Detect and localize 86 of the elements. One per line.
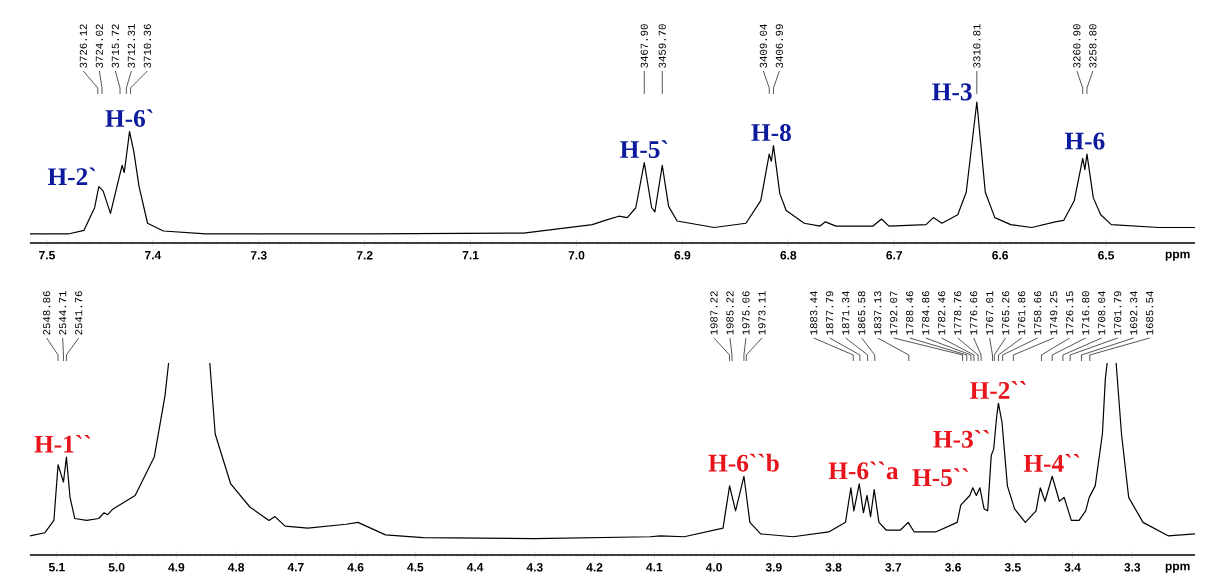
annotation: 1761.86	[1018, 291, 1026, 335]
annotation: 1987.22	[710, 291, 718, 335]
annotation: 2541.76	[75, 291, 83, 335]
annotation: 1776.66	[970, 291, 978, 335]
x-tick-label: 4.0	[705, 562, 722, 572]
annotation: 1765.26	[1002, 291, 1010, 335]
x-tick-label: 4.7	[287, 562, 304, 572]
annotation: 1708.04	[1098, 291, 1106, 335]
x-tick-label: 6.7	[886, 250, 903, 260]
annotation: 1792.07	[890, 291, 898, 335]
x-tick-label: 7.4	[145, 250, 162, 260]
annotation: 3726.12	[79, 24, 87, 68]
x-tick-label: 3.6	[944, 562, 961, 572]
x-tick-label: 4.5	[407, 562, 424, 572]
x-tick-label: 4.9	[168, 562, 185, 572]
x-tick-label: 3.9	[765, 562, 782, 572]
annotation: H-5`	[620, 140, 668, 158]
x-tick-label: 4.4	[466, 562, 484, 572]
annotation: 1685.54	[1146, 291, 1154, 335]
annotation: 1782.46	[938, 291, 946, 335]
annotation: H-6	[1064, 132, 1105, 150]
annotation: 1883.44	[810, 291, 818, 335]
annotation: H-6``b	[708, 453, 779, 472]
x-tick-label: 5.1	[48, 562, 65, 572]
x-tick-label: 7.5	[39, 250, 55, 260]
annotation: 1749.25	[1050, 291, 1058, 335]
x-tick-label: 5.0	[108, 562, 125, 572]
x-tick-label: 6.9	[674, 250, 691, 260]
x-tick-label: 4.1	[646, 562, 663, 572]
x-tick-label: 3.7	[885, 562, 902, 572]
x-tick-label: 4.6	[347, 562, 364, 572]
annotation: 1865.58	[858, 291, 866, 335]
annotation: 3406.99	[775, 24, 783, 68]
annotation: 1784.86	[922, 291, 930, 335]
x-tick-label: 3.3	[1124, 562, 1141, 572]
annotation: H-3``	[933, 429, 989, 448]
annotation: 1716.80	[1082, 291, 1090, 335]
x-tick-label: 7.2	[356, 250, 373, 260]
annotation: 1726.15	[1066, 291, 1074, 335]
annotation: 1871.34	[842, 291, 850, 335]
annotation: 1758.66	[1034, 291, 1042, 335]
annotation: 2548.86	[43, 291, 51, 335]
x-tick-label: 4.3	[526, 562, 543, 572]
annotation: 3310.81	[973, 24, 981, 68]
annotation: 3459.70	[658, 24, 666, 68]
annotation: H-6``a	[828, 461, 899, 480]
annotation: H-2``	[970, 381, 1026, 399]
annotation: H-2`	[47, 167, 95, 185]
x-tick-label: 7.0	[568, 250, 585, 260]
annotation: 3715.72	[111, 24, 119, 68]
annotation: 1973.11	[758, 291, 766, 335]
x-tick-label: 7.1	[462, 250, 479, 260]
annotation: 1975.06	[742, 291, 750, 335]
annotation: 3409.04	[759, 24, 767, 68]
annotation: 1692.34	[1130, 291, 1138, 335]
annotation: 1701.79	[1114, 291, 1122, 335]
annotation: 1877.79	[826, 291, 834, 335]
annotation: 3260.90	[1073, 24, 1081, 68]
annotation: 3258.80	[1089, 24, 1097, 68]
x-tick-label: 4.2	[586, 562, 603, 572]
annotation: 3710.36	[143, 24, 151, 68]
x-tick-label: 6.5	[1098, 250, 1115, 260]
annotation: 1767.01	[986, 291, 994, 335]
annotation: H-8	[751, 123, 791, 142]
annotation: 1778.76	[954, 291, 962, 335]
x-axis-title: ppm	[1165, 251, 1190, 261]
annotation: 3724.02	[95, 24, 103, 68]
x-tick-label: 3.4	[1064, 562, 1081, 572]
x-tick-label: 6.6	[992, 250, 1009, 260]
annotation: 1985.22	[726, 291, 734, 335]
annotation: H-1``	[34, 434, 90, 453]
x-tick-label: 3.8	[825, 562, 842, 572]
annotation: 1788.46	[906, 291, 914, 335]
annotation: 1837.13	[874, 291, 882, 335]
annotation: H-3	[932, 83, 972, 101]
x-axis-title: ppm	[1165, 563, 1190, 573]
annotation: 3467.90	[640, 24, 648, 68]
annotation: H-6`	[105, 109, 153, 127]
annotation: H-5``	[912, 468, 968, 487]
x-tick-label: 4.8	[227, 562, 245, 572]
x-tick-label: 7.3	[250, 250, 267, 260]
annotation: 2544.71	[59, 291, 67, 335]
annotation: 3712.31	[127, 24, 135, 68]
annotation: H-4``	[1023, 454, 1080, 472]
x-tick-label: 3.5	[1004, 562, 1021, 572]
x-tick-label: 6.8	[780, 250, 797, 260]
